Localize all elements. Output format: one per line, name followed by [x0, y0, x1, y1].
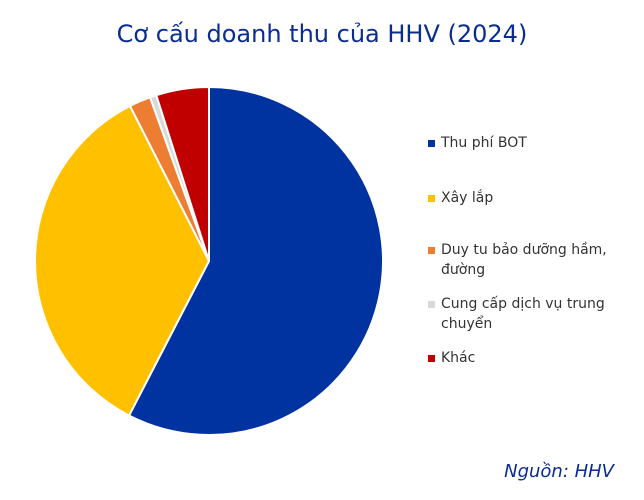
legend-label: Duy tu bảo dưỡng hầm, đường — [441, 242, 607, 278]
legend-item: Cung cấp dịch vụ trung chuyển — [428, 294, 618, 334]
chart-title: Cơ cấu doanh thu của HHV (2024) — [116, 20, 528, 48]
pie-slice — [155, 85, 210, 262]
legend-label: Xây lắp — [441, 190, 494, 206]
legend-swatch — [428, 140, 435, 147]
pie-slice — [34, 104, 211, 417]
source-note: Nguồn: HHV — [504, 461, 614, 482]
legend-item: Thu phí BOT — [428, 133, 618, 153]
pie-slice — [127, 85, 384, 436]
legend-label: Khác — [441, 350, 476, 366]
legend-swatch — [428, 247, 435, 254]
legend-label: Thu phí BOT — [441, 135, 527, 151]
legend-label: Cung cấp dịch vụ trung chuyển — [441, 296, 605, 332]
legend-swatch — [428, 301, 435, 308]
legend-item: Duy tu bảo dưỡng hầm, đường — [428, 240, 618, 280]
legend-swatch — [428, 195, 435, 202]
legend-item: Khác — [428, 348, 618, 368]
legend-swatch — [428, 355, 435, 362]
legend-item: Xây lắp — [428, 188, 618, 208]
